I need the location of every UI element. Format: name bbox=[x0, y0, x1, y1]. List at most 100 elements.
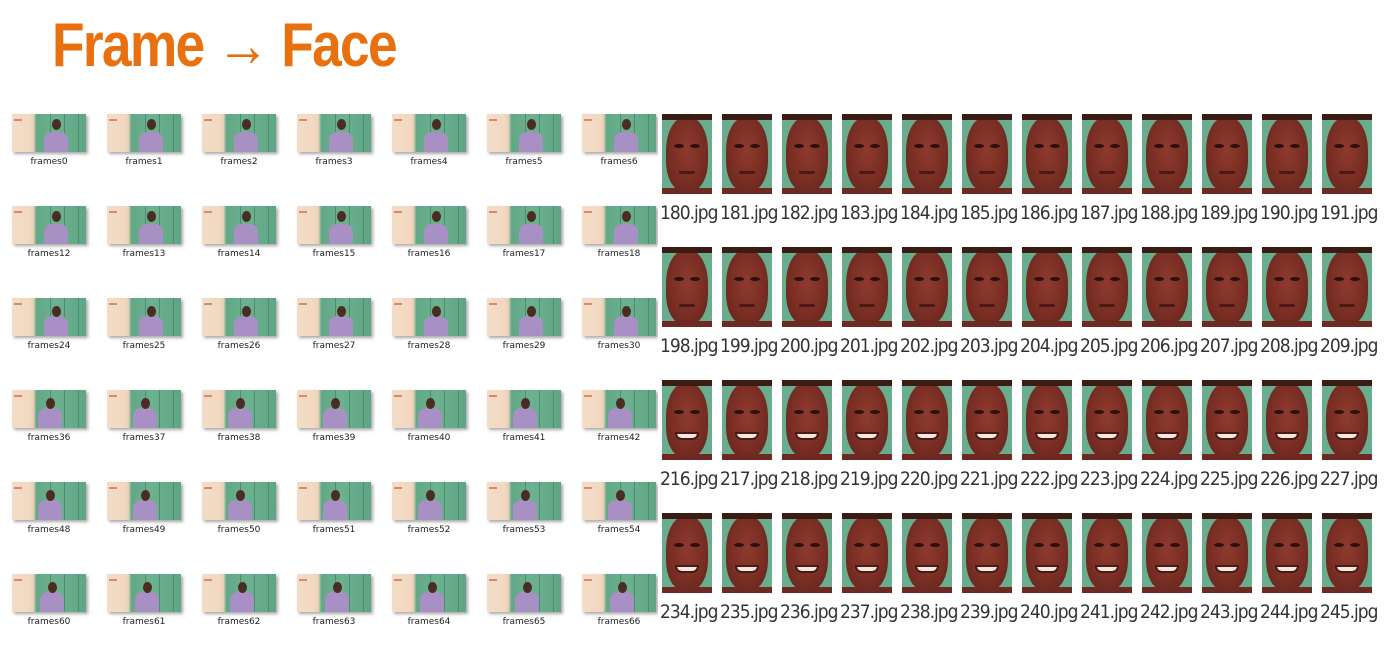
frame-file-item[interactable]: frames53 bbox=[483, 480, 578, 550]
frame-file-item[interactable]: frames13 bbox=[103, 204, 198, 274]
face-file-item[interactable]: 225.jpg bbox=[1200, 380, 1260, 510]
face-file-item[interactable]: 240.jpg bbox=[1020, 513, 1080, 643]
face-file-item[interactable]: 181.jpg bbox=[720, 114, 780, 244]
frame-file-item[interactable]: frames49 bbox=[103, 480, 198, 550]
face-thumbnail bbox=[902, 380, 952, 460]
frame-file-item[interactable]: frames39 bbox=[293, 388, 388, 458]
face-file-item[interactable]: 206.jpg bbox=[1140, 247, 1200, 377]
face-file-item[interactable]: 221.jpg bbox=[960, 380, 1020, 510]
frame-file-item[interactable]: frames52 bbox=[388, 480, 483, 550]
frame-file-item[interactable]: frames40 bbox=[388, 388, 483, 458]
frame-file-item[interactable]: frames29 bbox=[483, 296, 578, 366]
face-file-item[interactable]: 184.jpg bbox=[900, 114, 960, 244]
face-file-item[interactable]: 245.jpg bbox=[1320, 513, 1380, 643]
frame-thumbnail bbox=[12, 390, 86, 428]
face-file-item[interactable]: 219.jpg bbox=[840, 380, 900, 510]
face-file-item[interactable]: 218.jpg bbox=[780, 380, 840, 510]
face-file-item[interactable]: 188.jpg bbox=[1140, 114, 1200, 244]
face-file-item[interactable]: 241.jpg bbox=[1080, 513, 1140, 643]
face-file-item[interactable]: 236.jpg bbox=[780, 513, 840, 643]
face-filename: 235.jpg bbox=[720, 601, 779, 623]
face-file-item[interactable]: 242.jpg bbox=[1140, 513, 1200, 643]
face-file-item[interactable]: 220.jpg bbox=[900, 380, 960, 510]
face-file-item[interactable]: 234.jpg bbox=[660, 513, 720, 643]
face-file-item[interactable]: 235.jpg bbox=[720, 513, 780, 643]
face-file-item[interactable]: 224.jpg bbox=[1140, 380, 1200, 510]
face-file-item[interactable]: 237.jpg bbox=[840, 513, 900, 643]
frame-file-item[interactable]: frames38 bbox=[198, 388, 293, 458]
frame-file-item[interactable]: frames41 bbox=[483, 388, 578, 458]
face-file-item[interactable]: 244.jpg bbox=[1260, 513, 1320, 643]
frame-file-item[interactable]: frames48 bbox=[8, 480, 103, 550]
frame-file-item[interactable]: frames24 bbox=[8, 296, 103, 366]
frame-file-item[interactable]: frames2 bbox=[198, 112, 293, 182]
frame-file-item[interactable]: frames50 bbox=[198, 480, 293, 550]
frame-file-item[interactable]: frames61 bbox=[103, 572, 198, 642]
face-file-item[interactable]: 238.jpg bbox=[900, 513, 960, 643]
frame-file-item[interactable]: frames64 bbox=[388, 572, 483, 642]
frame-file-item[interactable]: frames4 bbox=[388, 112, 483, 182]
face-file-item[interactable]: 209.jpg bbox=[1320, 247, 1380, 377]
frame-file-item[interactable]: frames17 bbox=[483, 204, 578, 274]
frame-file-item[interactable]: frames42 bbox=[578, 388, 673, 458]
frame-file-item[interactable]: frames36 bbox=[8, 388, 103, 458]
frame-file-item[interactable]: frames12 bbox=[8, 204, 103, 274]
frame-file-item[interactable]: frames6 bbox=[578, 112, 673, 182]
frame-file-item[interactable]: frames65 bbox=[483, 572, 578, 642]
frame-file-item[interactable]: frames27 bbox=[293, 296, 388, 366]
face-file-item[interactable]: 203.jpg bbox=[960, 247, 1020, 377]
face-file-item[interactable]: 223.jpg bbox=[1080, 380, 1140, 510]
face-file-item[interactable]: 204.jpg bbox=[1020, 247, 1080, 377]
frame-file-item[interactable]: frames54 bbox=[578, 480, 673, 550]
face-file-item[interactable]: 186.jpg bbox=[1020, 114, 1080, 244]
face-file-item[interactable]: 226.jpg bbox=[1260, 380, 1320, 510]
face-thumbnail bbox=[1262, 380, 1312, 460]
frame-file-item[interactable]: frames5 bbox=[483, 112, 578, 182]
face-file-item[interactable]: 216.jpg bbox=[660, 380, 720, 510]
face-file-item[interactable]: 182.jpg bbox=[780, 114, 840, 244]
frame-file-item[interactable]: frames51 bbox=[293, 480, 388, 550]
frame-file-item[interactable]: frames66 bbox=[578, 572, 673, 642]
frame-thumbnail bbox=[392, 206, 466, 244]
face-filename: 216.jpg bbox=[660, 468, 719, 490]
face-file-item[interactable]: 227.jpg bbox=[1320, 380, 1380, 510]
frame-thumbnail bbox=[392, 390, 466, 428]
frame-file-item[interactable]: frames62 bbox=[198, 572, 293, 642]
face-file-item[interactable]: 187.jpg bbox=[1080, 114, 1140, 244]
frame-file-item[interactable]: frames3 bbox=[293, 112, 388, 182]
face-file-item[interactable]: 217.jpg bbox=[720, 380, 780, 510]
face-file-item[interactable]: 208.jpg bbox=[1260, 247, 1320, 377]
face-file-item[interactable]: 202.jpg bbox=[900, 247, 960, 377]
frame-file-item[interactable]: frames63 bbox=[293, 572, 388, 642]
face-file-item[interactable]: 185.jpg bbox=[960, 114, 1020, 244]
face-file-item[interactable]: 201.jpg bbox=[840, 247, 900, 377]
frame-file-item[interactable]: frames0 bbox=[8, 112, 103, 182]
frame-file-item[interactable]: frames60 bbox=[8, 572, 103, 642]
frame-file-item[interactable]: frames15 bbox=[293, 204, 388, 274]
frame-file-item[interactable]: frames1 bbox=[103, 112, 198, 182]
face-filename: 186.jpg bbox=[1020, 202, 1079, 224]
frame-file-item[interactable]: frames30 bbox=[578, 296, 673, 366]
frame-file-item[interactable]: frames28 bbox=[388, 296, 483, 366]
frame-file-item[interactable]: frames14 bbox=[198, 204, 293, 274]
frame-thumbnail bbox=[107, 114, 181, 152]
frame-file-item[interactable]: frames18 bbox=[578, 204, 673, 274]
face-file-item[interactable]: 191.jpg bbox=[1320, 114, 1380, 244]
frame-file-item[interactable]: frames16 bbox=[388, 204, 483, 274]
frame-file-item[interactable]: frames25 bbox=[103, 296, 198, 366]
face-file-item[interactable]: 180.jpg bbox=[660, 114, 720, 244]
face-file-item[interactable]: 183.jpg bbox=[840, 114, 900, 244]
face-file-item[interactable]: 243.jpg bbox=[1200, 513, 1260, 643]
face-file-item[interactable]: 207.jpg bbox=[1200, 247, 1260, 377]
frame-file-item[interactable]: frames37 bbox=[103, 388, 198, 458]
face-file-item[interactable]: 199.jpg bbox=[720, 247, 780, 377]
face-file-item[interactable]: 239.jpg bbox=[960, 513, 1020, 643]
frame-file-item[interactable]: frames26 bbox=[198, 296, 293, 366]
face-file-item[interactable]: 190.jpg bbox=[1260, 114, 1320, 244]
face-file-item[interactable]: 189.jpg bbox=[1200, 114, 1260, 244]
face-file-item[interactable]: 200.jpg bbox=[780, 247, 840, 377]
face-file-item[interactable]: 205.jpg bbox=[1080, 247, 1140, 377]
face-file-item[interactable]: 222.jpg bbox=[1020, 380, 1080, 510]
face-file-item[interactable]: 198.jpg bbox=[660, 247, 720, 377]
face-thumbnail bbox=[1262, 513, 1312, 593]
